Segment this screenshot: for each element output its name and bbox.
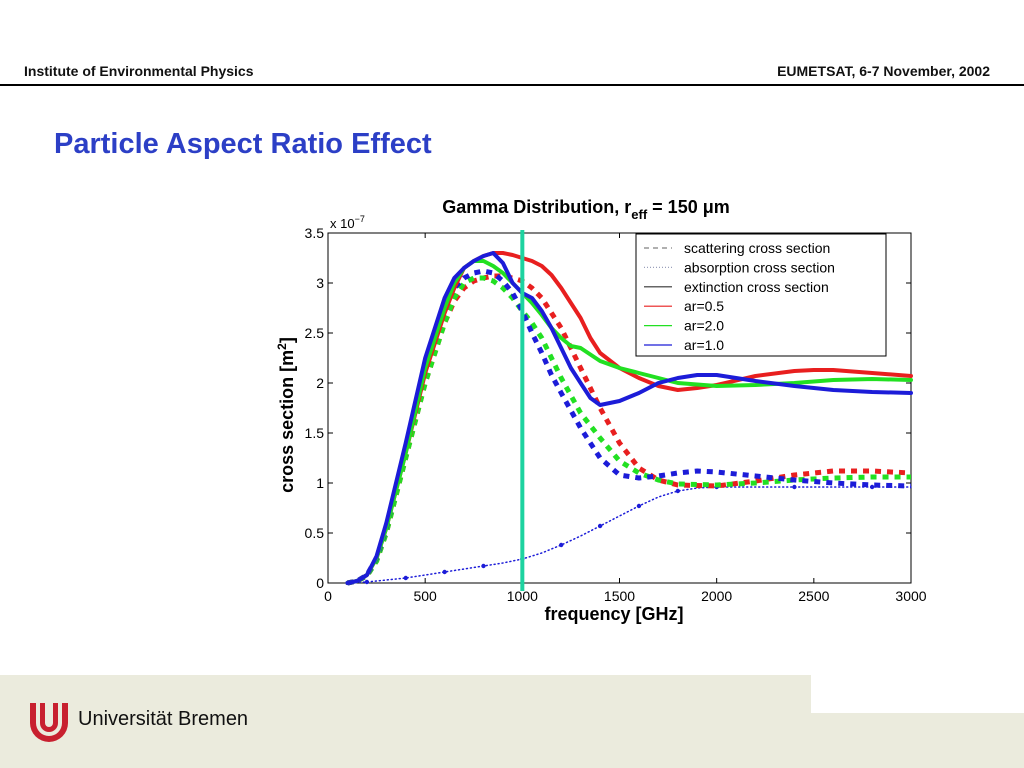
y-tick-label: 3	[316, 275, 324, 291]
university-logo	[30, 703, 68, 742]
chart-title: Gamma Distribution, reff = 150 μm	[442, 197, 730, 222]
slide-title: Particle Aspect Ratio Effect	[54, 128, 432, 160]
legend: scattering cross section absorption cross…	[635, 233, 887, 357]
y-tick-label: 0.5	[305, 525, 325, 541]
y-tick-label: 1.5	[305, 425, 325, 441]
y-axis-label-sup: 2	[275, 343, 289, 350]
y-multiplier-exp: −7	[355, 214, 365, 224]
university-name: Universität Bremen	[78, 708, 249, 730]
y-tick-label: 2.5	[305, 325, 325, 341]
header-left: Institute of Environmental Physics	[24, 63, 254, 79]
legend-label: ar=1.0	[684, 337, 724, 353]
x-tick-label: 0	[324, 588, 332, 604]
chart-title-tail: = 150 μm	[647, 197, 730, 217]
x-tick-label: 2500	[798, 588, 829, 604]
absorption-point	[597, 523, 603, 529]
y-tick-label: 2	[316, 375, 324, 391]
series-extinction-ar-1-0	[345, 251, 913, 585]
y-axis-label: cross section [m2]	[275, 337, 297, 493]
y-tick-label: 1	[316, 475, 324, 491]
header-divider	[0, 84, 1024, 86]
absorption-point	[481, 563, 486, 569]
x-tick-label: 1000	[507, 588, 538, 604]
series-layer	[345, 251, 913, 586]
x-tick-label: 1500	[604, 588, 635, 604]
absorption-point	[403, 575, 408, 581]
y-multiplier: x 10−7	[330, 214, 365, 231]
y-tick-label: 0	[316, 575, 324, 591]
legend-label: scattering cross section	[684, 240, 830, 256]
chart: Gamma Distribution, reff = 150 μm x 10−7…	[275, 197, 927, 624]
y-tick-label: 3.5	[305, 225, 325, 241]
x-axis-label: frequency [GHz]	[544, 604, 683, 624]
absorption-point	[869, 484, 875, 490]
absorption-point	[636, 503, 642, 509]
legend-label: absorption cross section	[684, 259, 835, 275]
legend-label: ar=0.5	[684, 298, 724, 314]
y-axis-label-tail: ]	[277, 337, 297, 343]
absorption-point	[559, 542, 564, 548]
x-tick-label: 500	[413, 588, 437, 604]
x-tick-label: 2000	[701, 588, 732, 604]
legend-box	[635, 233, 887, 357]
absorption-point	[364, 579, 370, 585]
legend-label: extinction cross section	[684, 279, 829, 295]
footer-notch	[811, 675, 1024, 713]
series-absorption-absorption	[346, 486, 912, 584]
series-extinction-ar-2-0	[345, 259, 913, 585]
chart-title-sub: eff	[631, 207, 648, 222]
absorption-point	[442, 569, 447, 575]
legend-label: ar=2.0	[684, 318, 724, 334]
absorption-point	[792, 484, 797, 490]
absorption-point	[675, 488, 680, 494]
x-tick-label: 3000	[895, 588, 926, 604]
header-right: EUMETSAT, 6-7 November, 2002	[777, 63, 990, 79]
